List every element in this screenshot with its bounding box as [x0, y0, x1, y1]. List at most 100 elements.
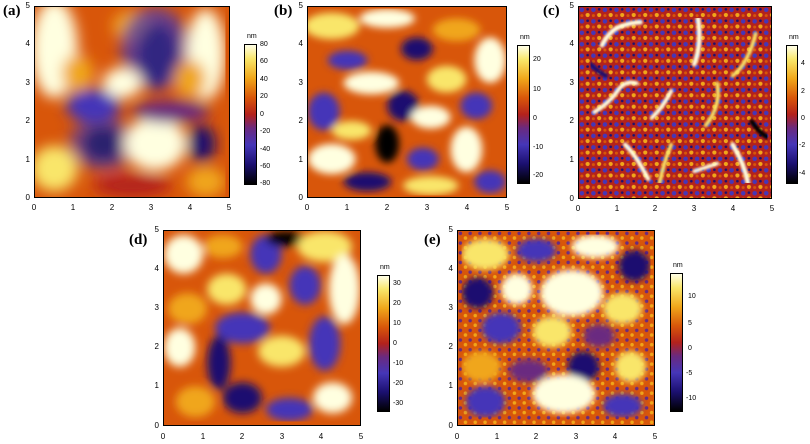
- y-tick-label: 4: [298, 39, 303, 48]
- y-tick-label: 2: [25, 116, 30, 125]
- x-tick-label: 4: [318, 432, 324, 441]
- y-tick-label: 2: [154, 342, 159, 351]
- y-tick-label: 4: [448, 264, 453, 273]
- x-tick-label: 1: [494, 432, 500, 441]
- colorbar-tick: 5: [688, 320, 692, 327]
- colorbar-tick: 0: [393, 340, 397, 347]
- colorbar-tick: 2: [801, 88, 805, 95]
- height-map-image: [35, 7, 229, 197]
- y-tick-label: 5: [448, 225, 453, 234]
- colorbar-tick: 30: [393, 280, 401, 287]
- x-tick-label: 3: [691, 204, 697, 213]
- x-tick-label: 3: [424, 203, 430, 212]
- colorbar-tick: 10: [533, 86, 541, 93]
- y-tick-label: 3: [448, 303, 453, 312]
- colorbar-tick: 80: [260, 41, 268, 48]
- afm-height-map: [34, 6, 230, 198]
- y-tick-label: 3: [298, 78, 303, 87]
- colorbar-unit: nm: [673, 262, 683, 269]
- colorbar-unit: nm: [380, 264, 390, 271]
- colorbar-tick: -10: [686, 395, 697, 402]
- afm-height-map: [163, 230, 361, 426]
- colorbar-tick: -10: [393, 360, 404, 367]
- y-tick-label: 4: [25, 39, 30, 48]
- height-map-image: [308, 7, 506, 197]
- x-tick-label: 1: [344, 203, 350, 212]
- colorbar-tick: -30: [393, 400, 404, 407]
- panel-label: (d): [129, 232, 148, 248]
- y-tick-label: 5: [569, 1, 574, 10]
- afm-height-map: [578, 6, 772, 199]
- colorbar-tick: -2: [799, 142, 806, 149]
- y-tick-label: 2: [298, 116, 303, 125]
- colorbar-tick: -60: [260, 163, 271, 170]
- afm-height-map: [307, 6, 507, 198]
- x-tick-label: 0: [160, 432, 166, 441]
- colorbar-tick: 10: [393, 320, 401, 327]
- y-tick-label: 3: [154, 303, 159, 312]
- panel-label: (b): [274, 3, 293, 19]
- x-tick-label: 1: [614, 204, 620, 213]
- colorbar-tick: 10: [688, 293, 696, 300]
- y-tick-label: 0: [448, 421, 453, 430]
- x-tick-label: 3: [573, 432, 579, 441]
- x-tick-label: 4: [464, 203, 470, 212]
- x-tick-label: 5: [226, 203, 232, 212]
- x-tick-label: 5: [652, 432, 658, 441]
- x-tick-label: 2: [239, 432, 245, 441]
- y-tick-label: 3: [569, 78, 574, 87]
- x-tick-label: 1: [70, 203, 76, 212]
- x-tick-label: 4: [187, 203, 193, 212]
- colorbar: [786, 45, 798, 184]
- y-tick-label: 1: [569, 155, 574, 164]
- x-tick-label: 2: [109, 203, 115, 212]
- x-tick-label: 1: [200, 432, 206, 441]
- colorbar-tick: -4: [799, 170, 806, 177]
- x-tick-label: 0: [575, 204, 581, 213]
- y-tick-label: 0: [298, 193, 303, 202]
- colorbar-tick: -40: [260, 146, 271, 153]
- colorbar-unit: nm: [520, 34, 530, 41]
- panel-label: (e): [424, 232, 441, 248]
- colorbar-tick: -20: [393, 380, 404, 387]
- x-tick-label: 5: [769, 204, 775, 213]
- y-tick-label: 4: [569, 39, 574, 48]
- colorbar-tick: 0: [688, 345, 692, 352]
- colorbar-tick: 20: [260, 93, 268, 100]
- colorbar-tick: 20: [393, 300, 401, 307]
- x-tick-label: 3: [148, 203, 154, 212]
- height-map-image: [164, 231, 360, 425]
- y-tick-label: 2: [569, 116, 574, 125]
- x-tick-label: 0: [304, 203, 310, 212]
- colorbar: [670, 273, 683, 412]
- colorbar: [377, 275, 390, 412]
- colorbar-tick: -20: [533, 172, 544, 179]
- panel-label: (a): [3, 3, 21, 19]
- y-tick-label: 0: [569, 194, 574, 203]
- y-tick-label: 1: [25, 155, 30, 164]
- colorbar-tick: 60: [260, 58, 268, 65]
- panel-label: (c): [543, 3, 560, 19]
- x-tick-label: 0: [31, 203, 37, 212]
- colorbar: [517, 45, 530, 184]
- colorbar-tick: 4: [801, 60, 805, 67]
- colorbar-tick: 0: [533, 115, 537, 122]
- y-tick-label: 5: [154, 225, 159, 234]
- colorbar-tick: 40: [260, 76, 268, 83]
- afm-height-map: [457, 230, 655, 426]
- y-tick-label: 5: [25, 1, 30, 10]
- y-tick-label: 1: [154, 381, 159, 390]
- x-tick-label: 0: [454, 432, 460, 441]
- y-tick-label: 0: [154, 421, 159, 430]
- colorbar-tick: 20: [533, 56, 541, 63]
- y-tick-label: 3: [25, 78, 30, 87]
- colorbar-tick: -20: [260, 128, 271, 135]
- y-tick-label: 0: [25, 193, 30, 202]
- x-tick-label: 4: [730, 204, 736, 213]
- y-tick-label: 4: [154, 264, 159, 273]
- colorbar-tick: -80: [260, 180, 271, 187]
- height-map-image: [579, 7, 771, 198]
- x-tick-label: 5: [358, 432, 364, 441]
- x-tick-label: 4: [612, 432, 618, 441]
- colorbar-unit: nm: [789, 34, 799, 41]
